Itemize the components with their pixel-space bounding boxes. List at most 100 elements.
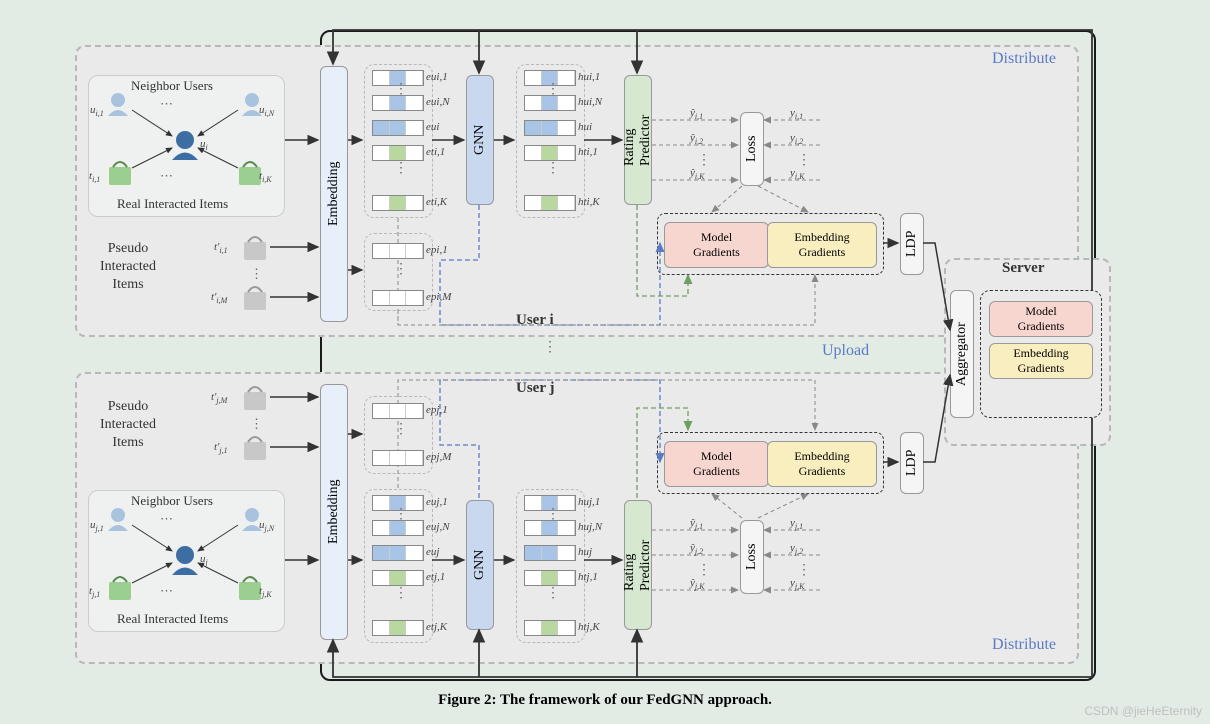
h-j-t1-label: htj,1 (578, 571, 598, 583)
tiK: ti,K (259, 170, 272, 184)
gnn-j: GNN (466, 500, 494, 630)
ep-j-1 (372, 403, 424, 419)
e-i-tK (372, 195, 424, 211)
e-j (372, 545, 424, 561)
ujn1: uj,1 (90, 519, 104, 533)
neighbor-j-title: Neighbor Users (131, 493, 213, 509)
tpj1: t'j,1 (214, 441, 228, 455)
embedding-i: Embedding (320, 66, 348, 322)
upload-label: Upload (822, 342, 869, 360)
y-i-K: yi,K (790, 167, 804, 181)
y-j-K: yj,K (790, 577, 804, 591)
emb-grad-i: Embedding Gradients (767, 222, 877, 268)
model-grad-i: Model Gradients (664, 222, 769, 268)
h-i-1-label: hui,1 (578, 71, 600, 83)
h-i (524, 120, 576, 136)
yh-j-K: ŷj,K (690, 577, 704, 591)
e-i (372, 120, 424, 136)
e-j-N (372, 520, 424, 536)
h-i-N-label: hui,N (578, 96, 602, 108)
e-j-t1 (372, 570, 424, 586)
user-gap-dots: ⋮ (543, 344, 554, 352)
tpjM: t'j,M (211, 391, 227, 405)
h-j-N (524, 520, 576, 536)
e-j-t1-label: etj,1 (426, 571, 445, 583)
yh-i-2: ŷi,2 (690, 132, 703, 146)
user-i-label: User i (516, 312, 554, 329)
realitems-j-title: Real Interacted Items (117, 611, 228, 627)
e-j-label: euj (426, 546, 439, 558)
uin1: ui,1 (90, 104, 104, 118)
e-i-t1-label: eti,1 (426, 146, 445, 158)
e-i-tK-label: eti,K (426, 196, 447, 208)
predictor-j: Rating Predictor (624, 500, 652, 630)
dots: ⋮ (546, 590, 557, 598)
loss-i: Loss (740, 112, 764, 186)
e-j-tK-label: etj,K (426, 621, 447, 633)
grad-box-j: Model Gradients Embedding Gradients (657, 432, 884, 494)
h-j-1-label: huj,1 (578, 496, 600, 508)
user-j-label: User j (516, 380, 554, 397)
figure-canvas: Distribute Distribute Upload User i User… (0, 0, 1210, 724)
h-i-tK-label: hti,K (578, 196, 600, 208)
h-j-N-label: huj,N (578, 521, 602, 533)
dots: ⋮ (394, 426, 405, 434)
ldp-i: LDP (900, 213, 924, 275)
y-i-1: yi,1 (790, 107, 803, 121)
dots: ⋮ (394, 165, 405, 173)
tj1: tj,1 (89, 585, 100, 599)
graph-i-panel: Neighbor Users Real Interacted Items (88, 75, 285, 217)
e-i-N-label: eui,N (426, 96, 450, 108)
gnn-i: GNN (466, 75, 494, 205)
yh-j-2: ŷj,2 (690, 542, 703, 556)
ep-j-1-label: epj,1 (426, 404, 448, 416)
ldp-j: LDP (900, 432, 924, 494)
tpiM: t'i,M (211, 291, 227, 305)
yh-i-K: ŷi,K (690, 167, 704, 181)
yh-i-1: ŷi,1 (690, 107, 703, 121)
e-j-N-label: euj,N (426, 521, 450, 533)
figure-caption: Figure 2: The framework of our FedGNN ap… (0, 692, 1210, 709)
y-j-1: yj,1 (790, 517, 803, 531)
h-j (524, 545, 576, 561)
aggregator: Aggregator (950, 290, 974, 418)
y-i-dots: ⋮ (797, 157, 808, 165)
dots: ⋮ (394, 511, 405, 519)
tpi1: t'i,1 (214, 241, 228, 255)
emb-grad-j: Embedding Gradients (767, 441, 877, 487)
realitems-i-title: Real Interacted Items (117, 196, 228, 212)
e-j-tK (372, 620, 424, 636)
grad-box-i: Model Gradients Embedding Gradients (657, 213, 884, 275)
dots: ⋮ (394, 590, 405, 598)
graph-j-panel: Neighbor Users Real Interacted Items (88, 490, 285, 632)
yh-i-dots: ⋮ (697, 157, 708, 165)
e-j-1-label: euj,1 (426, 496, 448, 508)
loss-j: Loss (740, 520, 764, 594)
e-i-label: eui (426, 121, 439, 133)
h-i-tK (524, 195, 576, 211)
ep-j-M (372, 450, 424, 466)
pseudo-i-title: Pseudo Interacted Items (100, 240, 156, 295)
dots: ⋮ (394, 86, 405, 94)
watermark: CSDN @jieHeEternity (1084, 704, 1202, 718)
ujc: uj (200, 553, 208, 567)
neighbor-i-title: Neighbor Users (131, 78, 213, 94)
ep-i-M (372, 290, 424, 306)
ujn2: uj,N (259, 519, 274, 533)
dots: ⋮ (394, 266, 405, 274)
dots: ⋮ (546, 86, 557, 94)
h-i-t1-label: hti,1 (578, 146, 598, 158)
h-j-t1 (524, 570, 576, 586)
e-i-N (372, 95, 424, 111)
y-j-2: yj,2 (790, 542, 803, 556)
server-model-grad: Model Gradients (989, 301, 1093, 337)
y-i-2: yi,2 (790, 132, 803, 146)
ti1: ti,1 (89, 170, 100, 184)
h-i-N (524, 95, 576, 111)
h-i-t1 (524, 145, 576, 161)
embedding-j: Embedding (320, 384, 348, 640)
e-i-t1 (372, 145, 424, 161)
server-label: Server (1002, 260, 1044, 277)
distribute-top: Distribute (992, 50, 1056, 68)
distribute-bottom: Distribute (992, 636, 1056, 654)
